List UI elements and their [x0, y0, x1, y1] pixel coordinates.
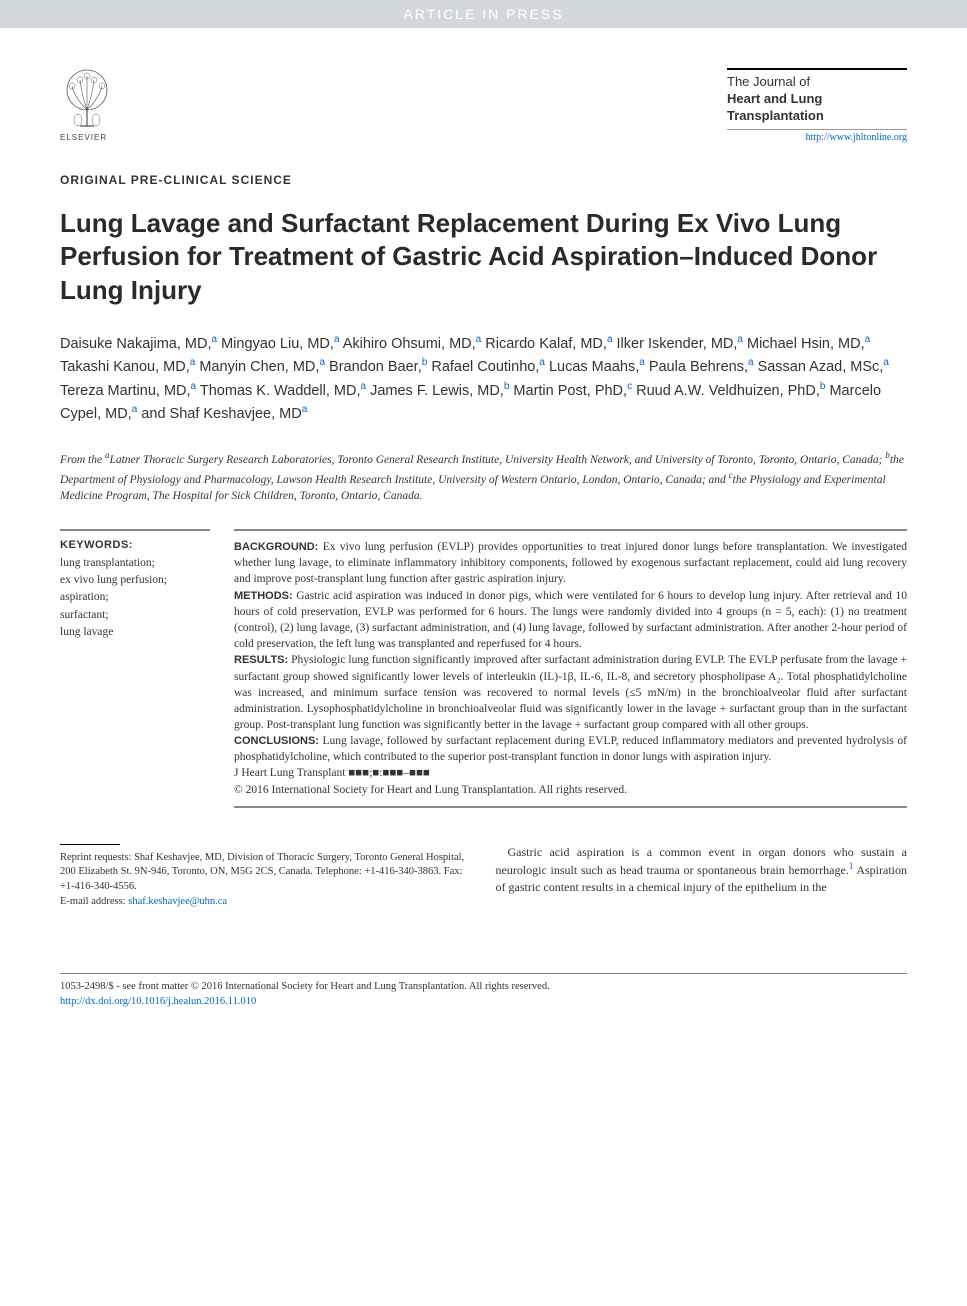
keyword-item: aspiration; — [60, 589, 210, 606]
journal-line2: Heart and Lung — [727, 91, 822, 106]
author-list: Daisuke Nakajima, MD,a Mingyao Liu, MD,a… — [60, 332, 907, 425]
background-text: Ex vivo lung perfusion (EVLP) provides o… — [234, 541, 907, 585]
keywords-heading: KEYWORDS: — [60, 539, 210, 551]
reprint-info: Reprint requests: Shaf Keshavjee, MD, Di… — [60, 851, 472, 910]
body-paragraph: Gastric acid aspiration is a common even… — [496, 844, 908, 896]
keyword-item: surfactant; — [60, 607, 210, 624]
abstract-conclusions: CONCLUSIONS: Lung lavage, followed by su… — [234, 733, 907, 765]
journal-name: The Journal of Heart and Lung Transplant… — [727, 74, 907, 125]
footer-copyright: 1053-2498/$ - see front matter © 2016 In… — [60, 980, 907, 995]
keywords-column: KEYWORDS: lung transplantation; ex vivo … — [60, 529, 210, 808]
body-right-column: Gastric acid aspiration is a common even… — [496, 844, 908, 910]
abstract-background: BACKGROUND: Ex vivo lung perfusion (EVLP… — [234, 539, 907, 588]
abstract-results: RESULTS: Physiologic lung function signi… — [234, 652, 907, 733]
reprint-divider — [60, 844, 120, 845]
email-label: E-mail address: — [60, 896, 126, 907]
conclusions-label: CONCLUSIONS: — [234, 735, 319, 747]
results-label: RESULTS: — [234, 654, 288, 666]
footer-doi[interactable]: http://dx.doi.org/10.1016/j.healun.2016.… — [60, 995, 907, 1010]
elsevier-tree-icon — [60, 68, 115, 128]
journal-line1: The Journal of — [727, 74, 810, 89]
article-type: ORIGINAL PRE-CLINICAL SCIENCE — [60, 173, 907, 187]
publisher-name: ELSEVIER — [60, 133, 120, 142]
abstract-row: KEYWORDS: lung transplantation; ex vivo … — [60, 529, 907, 808]
publisher-logo: ELSEVIER — [60, 68, 120, 142]
results-text: Physiologic lung function significantly … — [234, 654, 907, 731]
article-title: Lung Lavage and Surfactant Replacement D… — [60, 207, 907, 308]
keyword-item: lung lavage — [60, 624, 210, 641]
body-left-column: Reprint requests: Shaf Keshavjee, MD, Di… — [60, 844, 472, 910]
abstract-column: BACKGROUND: Ex vivo lung perfusion (EVLP… — [234, 529, 907, 808]
journal-info: The Journal of Heart and Lung Transplant… — [727, 68, 907, 143]
reprint-email[interactable]: shaf.keshavjee@uhn.ca — [128, 896, 227, 907]
reprint-text: Reprint requests: Shaf Keshavjee, MD, Di… — [60, 852, 464, 892]
body-columns: Reprint requests: Shaf Keshavjee, MD, Di… — [60, 844, 907, 910]
journal-line3: Transplantation — [727, 108, 824, 123]
conclusions-text: Lung lavage, followed by surfactant repl… — [234, 735, 907, 763]
header-row: ELSEVIER The Journal of Heart and Lung T… — [0, 28, 967, 153]
abstract-citation: J Heart Lung Transplant ■■■;■:■■■–■■■ — [234, 765, 907, 781]
footer: 1053-2498/$ - see front matter © 2016 In… — [60, 973, 907, 1009]
keyword-item: ex vivo lung perfusion; — [60, 572, 210, 589]
background-label: BACKGROUND: — [234, 541, 318, 553]
keywords-list: lung transplantation; ex vivo lung perfu… — [60, 555, 210, 641]
article-in-press-banner: ARTICLE IN PRESS — [0, 0, 967, 28]
content-area: ORIGINAL PRE-CLINICAL SCIENCE Lung Lavag… — [0, 173, 967, 950]
affiliations: From the aLatner Thoracic Surgery Resear… — [60, 449, 907, 505]
methods-label: METHODS: — [234, 590, 293, 602]
abstract-methods: METHODS: Gastric acid aspiration was ind… — [234, 588, 907, 653]
abstract-copyright: © 2016 International Society for Heart a… — [234, 782, 907, 798]
journal-url[interactable]: http://www.jhltonline.org — [727, 129, 907, 143]
keyword-item: lung transplantation; — [60, 555, 210, 572]
methods-text: Gastric acid aspiration was induced in d… — [234, 590, 907, 651]
